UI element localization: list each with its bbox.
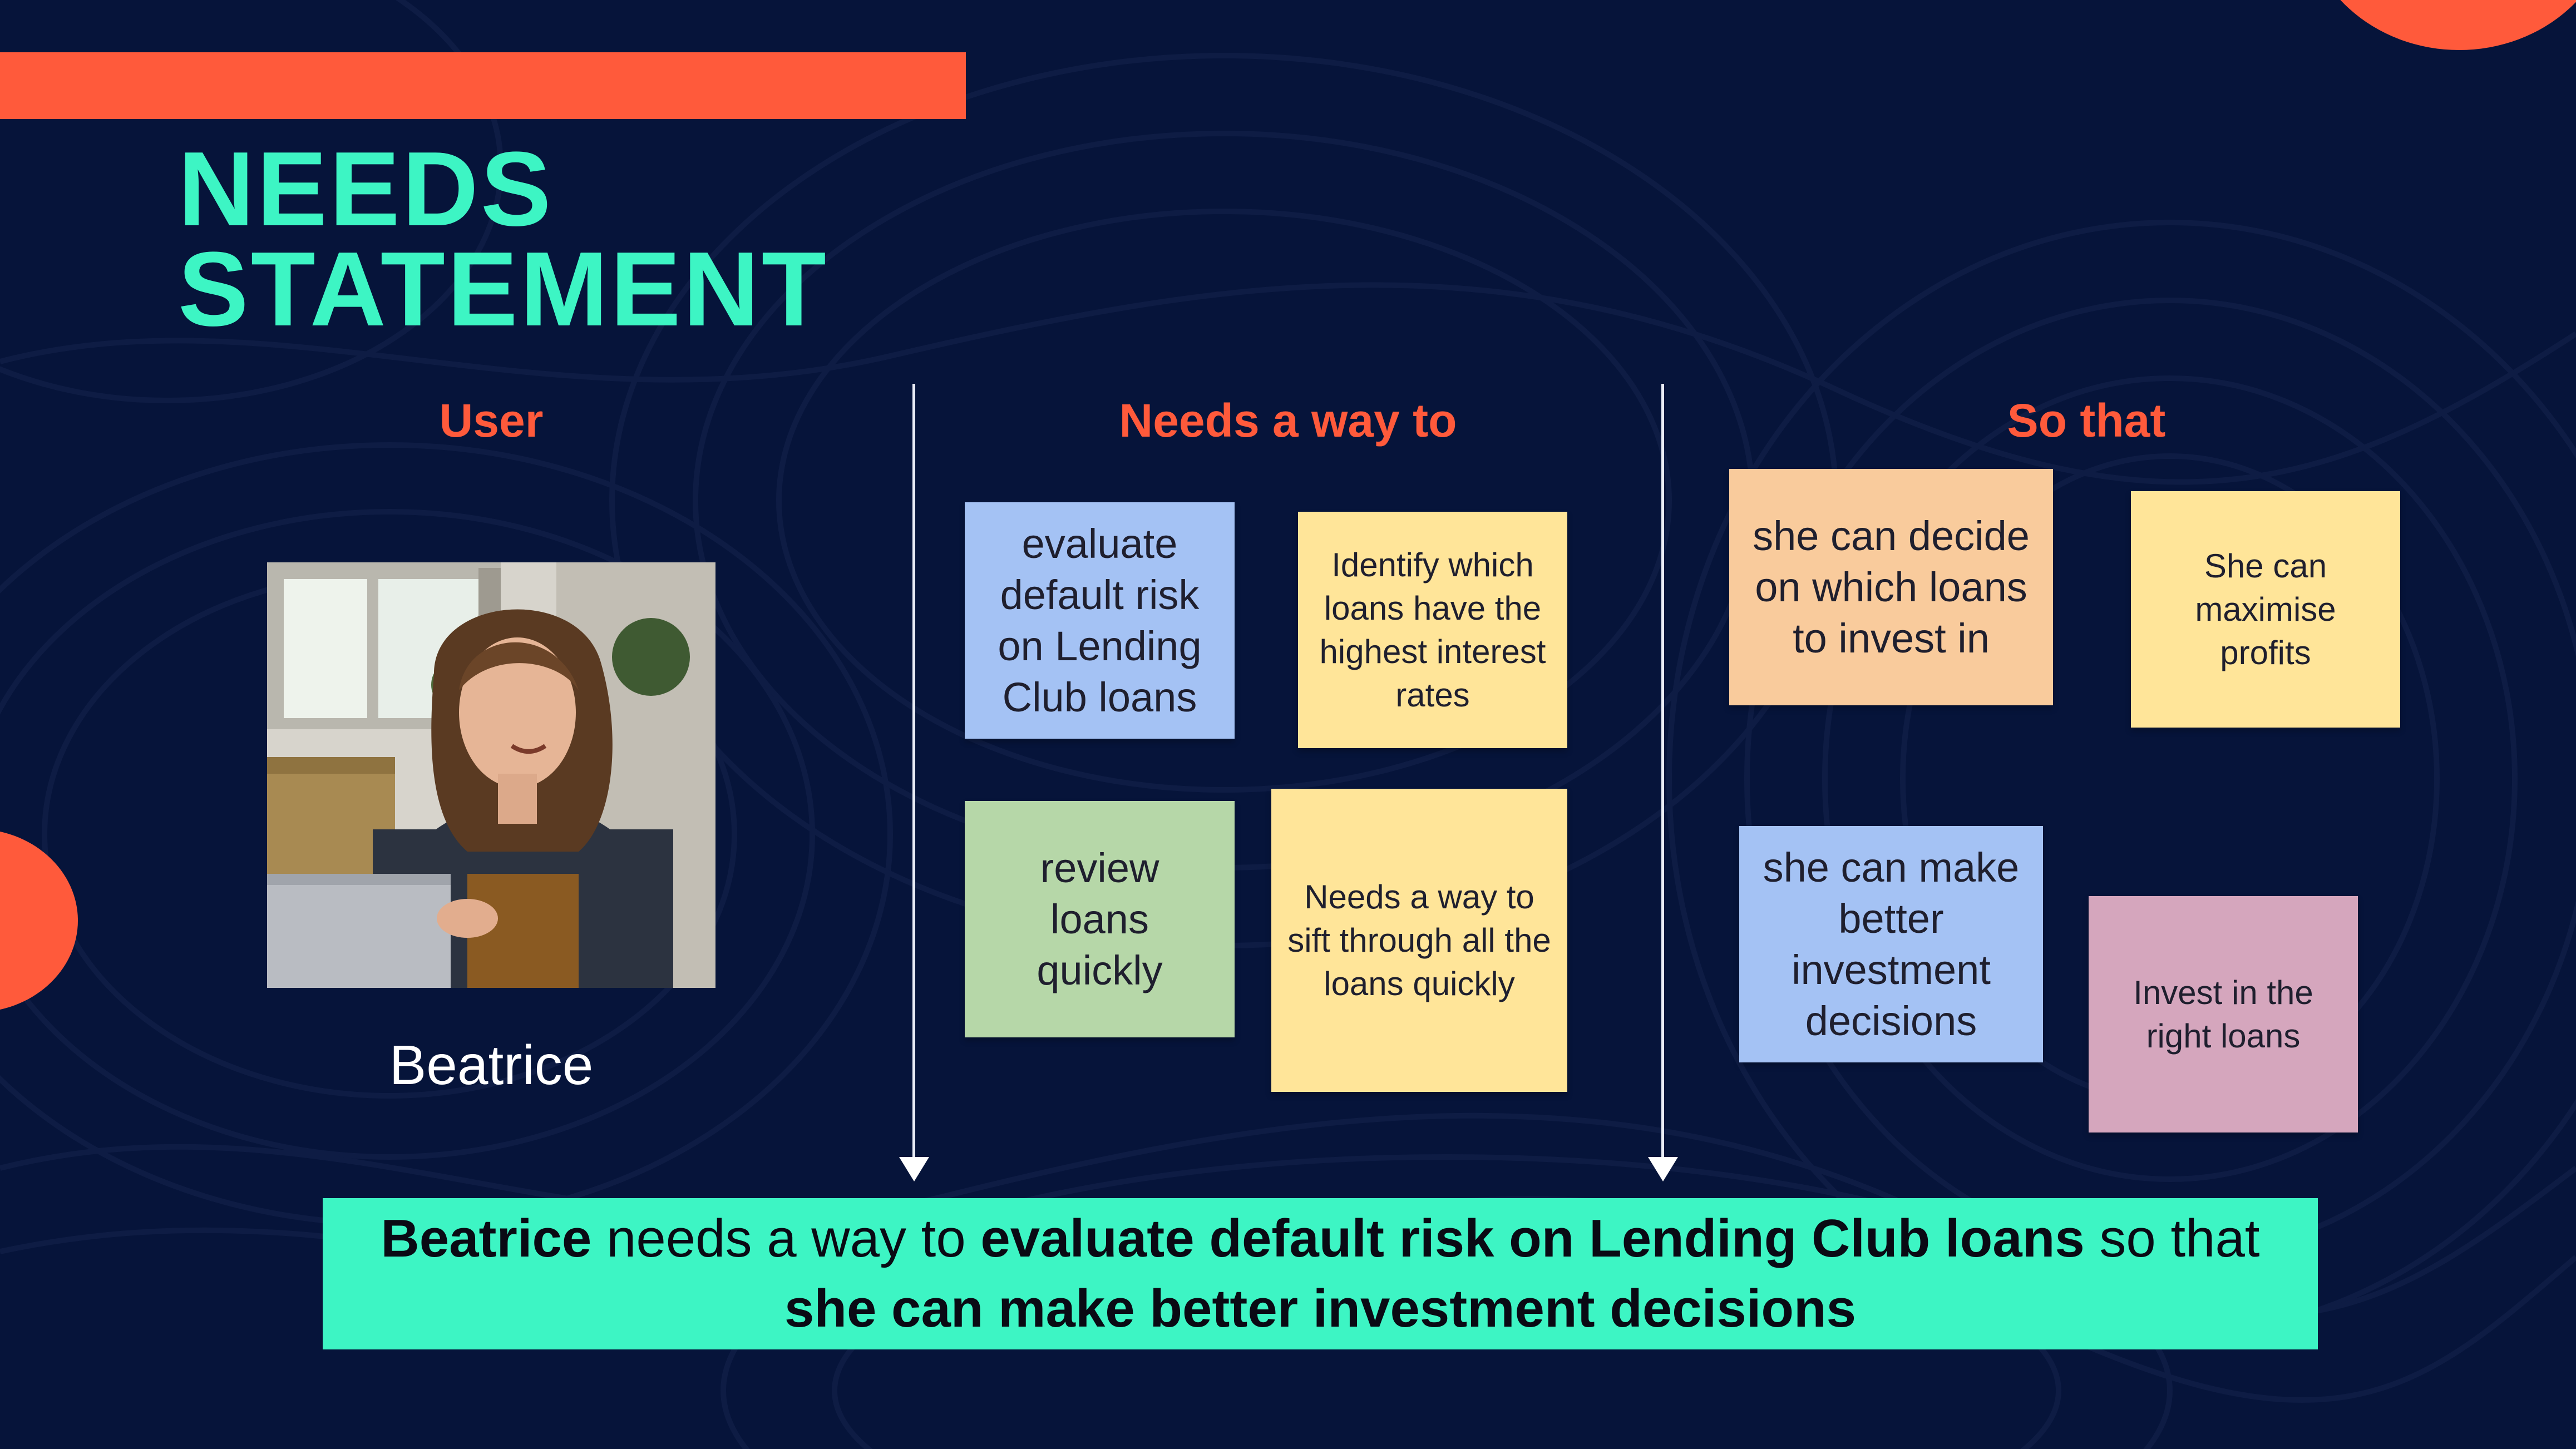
sticky-note-needs-3: review loans quickly	[965, 801, 1235, 1037]
divider-line-2	[1661, 384, 1664, 1163]
statement-connector-2: so that	[2084, 1209, 2260, 1268]
sticky-note-text: Identify which loans have the highest in…	[1319, 546, 1546, 714]
needs-statement-text: Beatrice needs a way to evaluate default…	[381, 1204, 2259, 1344]
arrow-down-icon	[1648, 1157, 1678, 1181]
sticky-note-so-that-1: she can decide on which loans to invest …	[1729, 469, 2053, 705]
divider-line-1	[912, 384, 915, 1163]
sticky-note-so-that-3: she can make better investment decisions	[1739, 826, 2043, 1062]
column-heading-user: User	[439, 394, 544, 447]
arrow-down-icon	[899, 1157, 929, 1181]
page-title: NEEDS STATEMENT	[178, 130, 957, 348]
sticky-note-text: Invest in the right loans	[2133, 973, 2313, 1055]
title-line-1: NEEDS	[178, 130, 554, 248]
sticky-note-text: she can decide on which loans to invest …	[1753, 512, 2030, 661]
needs-statement-banner: Beatrice needs a way to evaluate default…	[323, 1198, 2318, 1349]
statement-outcome: she can make better investment decisions	[784, 1279, 1857, 1338]
title-line-2: STATEMENT	[178, 230, 828, 348]
user-name: Beatrice	[389, 1034, 594, 1096]
user-photo	[267, 562, 715, 988]
sticky-note-text: Needs a way to sift through all the loan…	[1287, 878, 1551, 1002]
sticky-note-so-that-2: She can maximise profits	[2131, 491, 2400, 728]
sticky-note-text: she can make better investment decisions	[1763, 844, 2020, 1044]
sticky-note-text: review loans quickly	[1037, 844, 1163, 993]
sticky-note-text: She can maximise profits	[2195, 547, 2336, 671]
statement-need: evaluate default risk on Lending Club lo…	[980, 1209, 2085, 1268]
statement-user: Beatrice	[381, 1209, 592, 1268]
sticky-note-so-that-4: Invest in the right loans	[2089, 896, 2358, 1133]
statement-connector-1: needs a way to	[591, 1209, 981, 1268]
accent-bar	[0, 52, 966, 119]
sticky-note-needs-4: Needs a way to sift through all the loan…	[1271, 789, 1567, 1092]
sticky-note-text: evaluate default risk on Lending Club lo…	[998, 520, 1202, 720]
sticky-note-needs-1: evaluate default risk on Lending Club lo…	[965, 502, 1235, 739]
column-heading-needs: Needs a way to	[1119, 394, 1457, 447]
column-heading-so-that: So that	[2007, 394, 2166, 447]
sticky-note-needs-2: Identify which loans have the highest in…	[1298, 512, 1567, 748]
